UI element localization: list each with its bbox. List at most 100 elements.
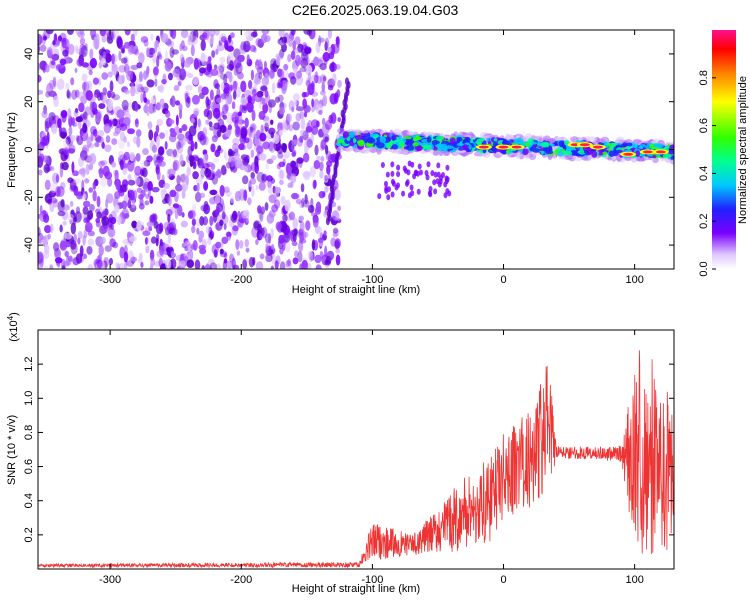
spectrogram-speckle (285, 79, 289, 86)
spectrogram-speckle (209, 30, 216, 38)
band-halo (531, 135, 541, 140)
band-halo (336, 146, 345, 153)
spectrogram-speckle (118, 262, 126, 269)
spectrogram-speckle (129, 204, 137, 213)
spectrogram-speckle (249, 126, 253, 133)
spectrogram-speckle (167, 72, 173, 81)
spectrogram-speckle (191, 225, 196, 234)
spectrogram-speckle (277, 152, 284, 159)
spectrogram-speckle (237, 218, 244, 228)
colorbar-tick-label: 0.8 (698, 70, 710, 85)
spectrogram-speckle (61, 265, 66, 269)
spectrogram-speckle (188, 210, 196, 219)
spectrogram-speckle (80, 95, 88, 105)
band-spur (386, 194, 391, 201)
spectrogram-speckle (83, 81, 87, 91)
spectrogram-y-ticks: -40 -20 0 20 40 (23, 48, 674, 253)
spectrogram-speckle (162, 198, 168, 205)
band-spur (390, 178, 395, 185)
band-core (349, 141, 355, 147)
spectrogram-speckle (262, 141, 270, 150)
band-spur (426, 161, 431, 168)
spectrogram-speckle (237, 111, 242, 117)
spectrogram-speckle (326, 164, 331, 175)
spectrogram-speckle (285, 162, 292, 175)
spectrogram-speckle (159, 84, 165, 93)
spectrogram-speckle (291, 241, 298, 247)
spectrogram-speckle (100, 177, 107, 188)
spectrogram-speckle (270, 58, 278, 67)
spectrogram-speckle (223, 186, 230, 193)
band-core (558, 140, 566, 148)
heat-y-tick-label: -20 (23, 189, 35, 205)
spectrogram-speckle (67, 148, 76, 154)
spectrogram-speckle (200, 52, 206, 63)
spectrogram-speckle (89, 153, 97, 165)
spectrogram-speckle (203, 181, 209, 191)
band-spur (433, 171, 438, 178)
spectrogram-speckle (156, 55, 160, 68)
band-core (532, 147, 541, 153)
spectrogram-speckle (229, 196, 234, 204)
spectrogram-speckle (240, 127, 248, 140)
spectrogram-speckle (143, 97, 148, 103)
spectrogram-speckle (211, 50, 216, 58)
spectrogram-speckle (66, 90, 72, 99)
spectrogram-speckle (39, 44, 47, 52)
colorbar-tick-label: 0.0 (698, 261, 710, 276)
spectrogram-speckle (305, 125, 313, 133)
spectrogram-speckle (126, 141, 131, 148)
spectrogram-speckle (229, 60, 234, 71)
spectrogram-speckle (290, 76, 297, 85)
band-spur (409, 184, 414, 191)
spectrogram-speckle (119, 44, 126, 51)
spectrogram-speckle (46, 46, 53, 57)
spectrogram-speckle (318, 190, 325, 199)
spectrogram-speckle (304, 231, 309, 238)
band-core (426, 136, 432, 143)
spectrogram-speckle (313, 179, 317, 188)
spectrogram-speckle (112, 241, 119, 249)
spectrogram-speckle (311, 98, 315, 108)
band-core (437, 143, 444, 150)
spectrogram-speckle (127, 174, 132, 181)
spectrogram-speckle (237, 71, 244, 80)
spectrogram-speckle (110, 91, 116, 99)
spectrogram-speckle (135, 78, 141, 91)
band-core (349, 131, 355, 138)
spectrogram-speckle (136, 220, 142, 232)
spectrogram-speckle (88, 69, 93, 76)
spectrogram-speckle (267, 99, 276, 108)
spectrogram-speckle (295, 112, 302, 122)
spectrogram-speckle (71, 161, 75, 174)
snr-y-tick-label: 1.0 (23, 391, 35, 406)
spectrogram-speckle (102, 51, 107, 59)
band-core (493, 137, 498, 142)
spectrogram-speckle (79, 37, 86, 46)
spectrogram-speckle (87, 264, 94, 269)
spectrogram-speckle (319, 169, 324, 179)
spectrogram-speckle (337, 205, 342, 212)
band-core (462, 144, 469, 151)
spectrogram-speckle (214, 94, 221, 105)
spectrogram-speckle (50, 60, 56, 66)
band-core (414, 136, 423, 141)
band-hotspot (511, 145, 522, 149)
band-spur (440, 171, 445, 178)
spectrogram-speckle (79, 44, 85, 51)
snr-series-line (38, 350, 674, 569)
spectrogram-speckle (146, 236, 153, 249)
spectrogram-speckle (151, 144, 157, 153)
spectrogram-speckle (57, 210, 66, 217)
spectrogram-speckle (93, 37, 100, 50)
spectrogram-speckle (206, 63, 213, 73)
spectrogram-speckle (259, 132, 267, 142)
spectrogram-speckle (270, 177, 276, 184)
spectrogram-speckle (118, 64, 127, 73)
band-spur (437, 181, 442, 188)
spectrogram-speckle (287, 258, 291, 267)
spectrogram-speckle (264, 90, 269, 98)
spectrogram-speckle (216, 43, 225, 52)
spectrogram-speckle (107, 90, 112, 99)
